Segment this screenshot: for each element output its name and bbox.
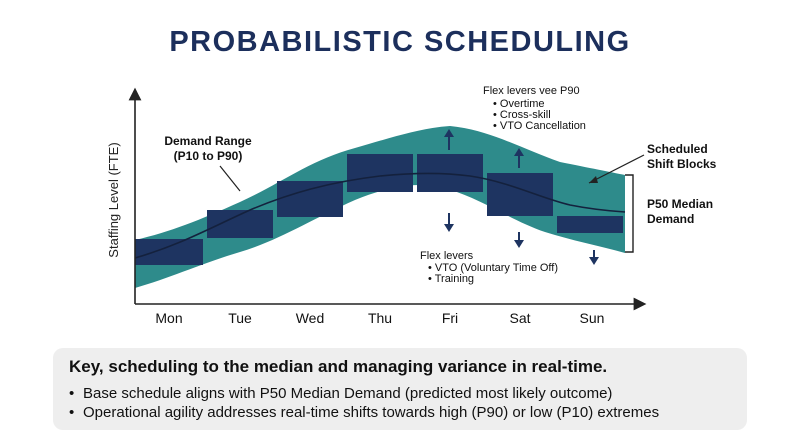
shift-block-mon: [135, 239, 203, 265]
scheduling-diagram: Staffing Level (FTE) Mon Tue Wed Thu Fri…: [106, 85, 717, 326]
p50-sublabel: Demand: [647, 212, 694, 226]
p50-median-line: [134, 172, 626, 259]
scheduled-blocks-sublabel: Shift Blocks: [647, 157, 717, 171]
demand-range-sublabel: (P10 to P90): [174, 149, 243, 163]
flex-up-arrows: [444, 129, 524, 168]
demand-range-pointer: [219, 165, 241, 192]
shift-block-thu: [347, 154, 413, 192]
page-title: PROBABILISTIC SCHEDULING: [169, 26, 631, 58]
p50-label: P50 Median: [647, 197, 713, 211]
day-label: Wed: [296, 310, 325, 326]
flex-down-title: Flex levers: [420, 250, 474, 262]
flex-down-item: • Training: [428, 273, 474, 285]
y-axis-label: Staffing Level (FTE): [106, 142, 121, 257]
key-panel: Key, scheduling to the median and managi…: [53, 348, 747, 430]
scheduled-blocks-pointer: [588, 154, 645, 184]
shift-block-wed: [277, 181, 343, 217]
day-label: Fri: [442, 310, 458, 326]
day-label: Sat: [509, 310, 530, 326]
scheduled-pointer-arrowhead: [589, 176, 598, 183]
flex-up-item: • VTO Cancellation: [493, 120, 586, 132]
p50-bracket: [625, 174, 634, 253]
day-label: Mon: [155, 310, 182, 326]
flex-down-arrows: [444, 213, 599, 265]
flex-up-title: Flex levers vee P90: [483, 85, 580, 97]
key-bullet: • Operational agility addresses real-time…: [69, 404, 660, 421]
shift-block-sun: [557, 216, 623, 233]
flex-up-item: • Overtime: [493, 98, 545, 110]
key-heading: Key, scheduling to the median and managi…: [69, 357, 608, 376]
flex-down-item: • VTO (Voluntary Time Off): [428, 262, 558, 274]
shift-block-sat: [487, 173, 553, 216]
key-bullet: • Base schedule aligns with P50 Median De…: [69, 385, 613, 402]
scheduled-blocks-label: Scheduled: [647, 142, 708, 156]
day-label: Sun: [580, 310, 605, 326]
key-bullet-list: • Base schedule aligns with P50 Median De…: [69, 384, 659, 422]
day-label: Tue: [228, 310, 252, 326]
day-label: Thu: [368, 310, 392, 326]
demand-range-label: Demand Range: [164, 134, 252, 148]
demand-range-band: [135, 126, 625, 288]
flex-up-item: • Cross-skill: [493, 109, 551, 121]
